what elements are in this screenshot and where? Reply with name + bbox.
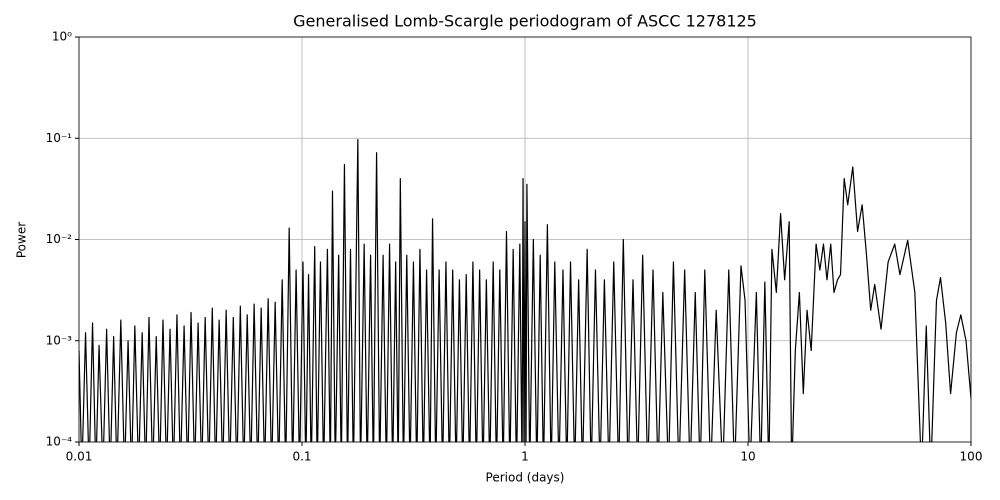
x-tick-label: 100: [960, 450, 983, 464]
x-tick-label: 1: [521, 450, 529, 464]
y-tick-label: 10⁻³: [46, 333, 73, 347]
x-tick-label: 10: [740, 450, 755, 464]
plot-area: [79, 138, 971, 442]
y-tick-label: 10⁻¹: [46, 131, 73, 145]
chart-title: Generalised Lomb-Scargle periodogram of …: [293, 12, 757, 31]
y-tick-label: 10⁻⁴: [46, 435, 73, 449]
x-tick-label: 0.01: [66, 450, 93, 464]
y-tick-label: 10⁻²: [46, 232, 73, 246]
periodogram-line: [79, 138, 971, 442]
y-axis-label: Power: [15, 222, 29, 258]
x-tick-label: 0.1: [292, 450, 311, 464]
y-tick-label: 10⁰: [52, 30, 72, 44]
x-axis-label: Period (days): [486, 471, 565, 485]
plot-frame: [78, 36, 972, 443]
